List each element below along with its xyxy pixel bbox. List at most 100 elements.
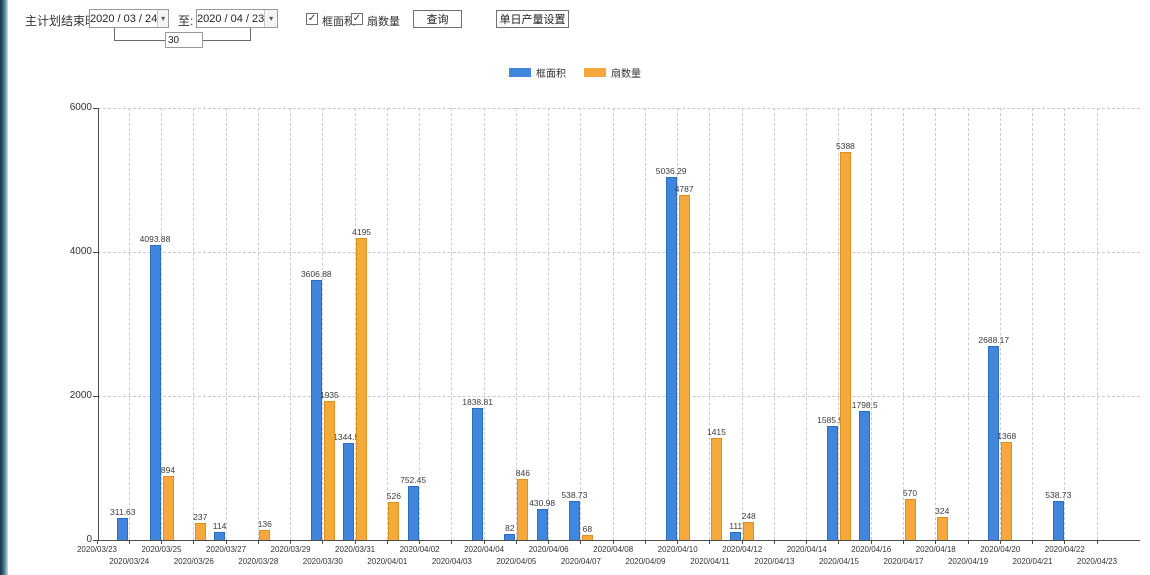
date-to-value: 2020 / 04 / 23	[197, 12, 265, 25]
v-gridline	[806, 108, 808, 540]
bar-value-label: 68	[582, 524, 593, 535]
x-axis-tick	[806, 540, 808, 544]
chevron-down-icon[interactable]: ▾	[264, 10, 277, 27]
v-gridline	[870, 108, 872, 540]
v-gridline	[386, 108, 388, 540]
v-gridline	[935, 108, 937, 540]
bar-框面积-2020/04/06	[536, 508, 548, 540]
x-axis-tick	[128, 540, 130, 544]
v-gridline	[1064, 108, 1066, 540]
x-axis-tick	[290, 540, 292, 544]
legend-label: 扇数量	[611, 69, 641, 80]
y-axis-line	[98, 108, 99, 540]
to-label: 至:	[178, 14, 194, 28]
v-gridline	[677, 108, 679, 540]
bar-框面积-2020/04/16	[859, 410, 871, 540]
bar-扇数量-2020/04/18	[936, 516, 948, 540]
legend-swatch	[584, 68, 606, 77]
x-axis-tick	[870, 540, 872, 544]
x-axis-tick	[161, 540, 163, 544]
x-axis-tick	[1064, 540, 1066, 544]
x-axis-tick	[935, 540, 937, 544]
x-axis-line	[98, 540, 1140, 541]
bar-扇数量-2020/04/01	[388, 502, 400, 540]
x-axis-tick	[677, 540, 679, 544]
chevron-down-icon[interactable]: ▾	[157, 10, 168, 27]
v-gridline	[612, 108, 614, 540]
days-count-input[interactable]	[165, 32, 203, 48]
x-axis-tick-label: 2020/03/31	[335, 545, 376, 554]
x-axis-tick	[773, 540, 775, 544]
y-axis-tick	[93, 539, 98, 541]
fan-checkbox-label: 扇数量	[367, 16, 400, 28]
x-axis-tick-label: 2020/04/12	[722, 545, 763, 554]
date-from-value: 2020 / 03 / 24	[90, 12, 158, 25]
bar-value-label: 1585.96	[817, 414, 848, 425]
date-from-picker[interactable]: 2020 / 03 / 24 ▾	[89, 9, 169, 28]
x-axis-tick-label: 2020/03/23	[76, 545, 118, 554]
bar-value-label: 846	[515, 468, 530, 479]
h-gridline	[98, 107, 1140, 109]
x-axis-tick	[451, 540, 453, 544]
v-gridline	[644, 108, 646, 540]
bar-value-label: 5388	[836, 141, 855, 152]
x-axis-tick	[419, 540, 421, 544]
v-gridline	[290, 108, 292, 540]
bar-框面积-2020/03/25	[149, 245, 161, 540]
x-axis-tick-label: 2020/03/26	[173, 557, 214, 566]
x-axis-tick	[548, 540, 550, 544]
x-axis-tick-label: 2020/04/18	[915, 545, 956, 554]
x-axis-tick-label: 2020/03/28	[238, 557, 279, 566]
v-gridline	[451, 108, 453, 540]
x-axis-tick-label: 2020/04/08	[593, 545, 634, 554]
v-gridline	[1096, 108, 1098, 540]
connector-line	[114, 40, 165, 41]
x-axis-tick	[1032, 540, 1034, 544]
x-axis-tick	[96, 540, 98, 544]
date-to-picker[interactable]: 2020 / 04 / 23 ▾	[196, 9, 278, 28]
bar-扇数量-2020/04/20	[1001, 441, 1013, 540]
bar-框面积-2020/04/22	[1052, 501, 1064, 540]
x-axis-tick	[644, 540, 646, 544]
x-axis-tick-label: 2020/04/10	[657, 545, 698, 554]
bar-框面积-2020/03/24	[117, 517, 129, 540]
bar-value-label: 5036.29	[655, 166, 687, 177]
v-gridline	[580, 108, 582, 540]
bar-框面积-2020/04/02	[407, 485, 419, 540]
v-gridline	[257, 108, 259, 540]
v-gridline	[999, 108, 1001, 540]
bar-value-label: 538.73	[1045, 490, 1072, 501]
v-gridline	[967, 108, 969, 540]
bar-value-label: 248	[741, 511, 756, 522]
y-axis-tick	[93, 107, 98, 109]
daily-output-settings-button[interactable]: 单日产量设置	[496, 10, 569, 28]
bar-value-label: 1368	[997, 430, 1017, 441]
x-axis-tick-label: 2020/04/14	[786, 545, 827, 554]
x-axis-tick	[515, 540, 517, 544]
bar-value-label: 82	[505, 523, 515, 534]
bar-框面积-2020/03/31	[343, 443, 355, 540]
bar-扇数量-2020/03/26	[194, 522, 206, 540]
area-checkbox[interactable]: ✓	[306, 13, 318, 25]
x-axis-tick	[838, 540, 840, 544]
fan-checkbox[interactable]: ✓	[351, 13, 363, 25]
y-axis-tick	[93, 251, 98, 253]
bar-扇数量-2020/04/15	[839, 152, 851, 540]
x-axis-tick-label: 2020/04/06	[528, 545, 569, 554]
bar-value-label: 237	[193, 511, 208, 522]
bar-value-label: 752.45	[400, 474, 427, 485]
bar-扇数量-2020/03/31	[356, 237, 368, 540]
query-button[interactable]: 查询	[413, 10, 462, 28]
bar-value-label: 526	[386, 491, 401, 502]
x-axis-tick	[580, 540, 582, 544]
x-axis-tick-label: 2020/03/25	[141, 545, 182, 554]
bar-value-label: 4195	[352, 226, 372, 237]
v-gridline	[515, 108, 517, 540]
bar-value-label: 4093.88	[139, 234, 171, 245]
x-axis-tick-label: 2020/04/03	[431, 557, 472, 566]
x-axis-tick	[354, 540, 356, 544]
y-axis-tick-label: 2000	[69, 390, 92, 401]
v-gridline	[773, 108, 775, 540]
bar-框面积-2020/04/05	[504, 534, 516, 540]
